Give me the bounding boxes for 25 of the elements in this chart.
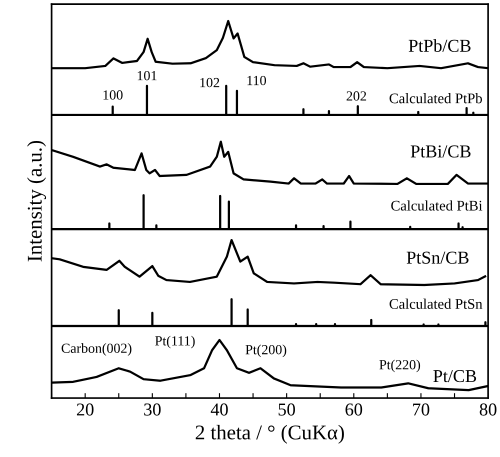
- annotation: 101: [138, 70, 157, 80]
- series-label: Calculated PtSn: [390, 298, 482, 309]
- annotation: 100: [104, 90, 123, 100]
- series-label: Calculated PtPb: [390, 93, 482, 104]
- x-tick-label: 60: [346, 403, 362, 416]
- x-axis-title: 2 theta / ° (CuKα): [196, 424, 344, 444]
- series-label: PtPb/CB: [408, 39, 471, 52]
- x-tick-label: 30: [144, 403, 161, 416]
- y-axis-title: Intensity (a.u.): [27, 140, 46, 262]
- x-tick-label: 20: [76, 403, 94, 416]
- series-label: Calculated PtBi: [391, 200, 482, 211]
- x-tick-label: 40: [210, 403, 228, 416]
- annotation: Pt(200): [246, 344, 286, 358]
- annotation: Carbon(002): [62, 343, 132, 356]
- x-tick-label: 70: [413, 403, 430, 416]
- annotation: 202: [346, 91, 366, 101]
- annotation: 110: [247, 76, 266, 86]
- annotation: Pt(220): [379, 360, 420, 372]
- x-tick-label: 80: [480, 403, 496, 416]
- x-tick-label: 50: [278, 403, 295, 416]
- series-label: PtSn/CB: [406, 252, 469, 264]
- annotation: 102: [200, 78, 220, 88]
- series-label: Pt/CB: [433, 370, 476, 382]
- series-label: PtBi/CB: [410, 145, 471, 158]
- annotation: Pt(111): [155, 336, 195, 348]
